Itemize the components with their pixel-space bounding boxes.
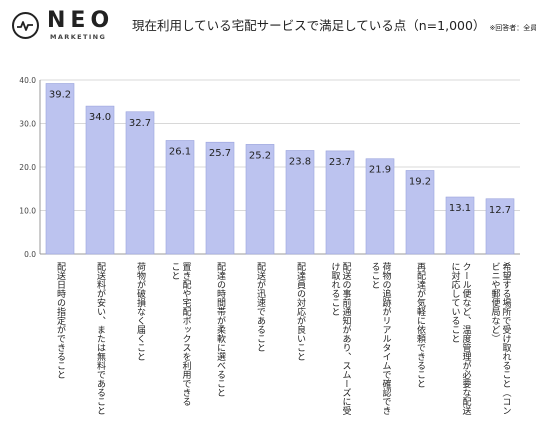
category-label: 配送の事前通知があり、スムーズに受 [341, 262, 352, 416]
bar-value-label: 23.7 [329, 157, 351, 168]
bar [85, 105, 115, 255]
y-tick-label: 20.0 [19, 163, 36, 172]
y-tick-label: 10.0 [19, 207, 36, 216]
bar-value-label: 25.2 [249, 150, 271, 161]
bar [365, 158, 395, 255]
bar [405, 170, 435, 255]
bar [205, 141, 235, 255]
y-tick-label: 30.0 [19, 120, 36, 129]
bar-value-label: 13.1 [449, 203, 471, 214]
category-label: ビニや郵便局など） [490, 262, 501, 343]
logo-subtitle: MARKETING [50, 33, 107, 41]
bar-value-label: 34.0 [89, 112, 111, 123]
category-label: 荷物が破損なく届くこと [135, 262, 146, 361]
category-label: こと [170, 262, 180, 280]
logo-wordmark: NEO [47, 8, 115, 33]
category-label: 置き配や宅配ボックスを利用できる [181, 262, 192, 406]
category-label: 配送料が安い、または無料であること [95, 262, 106, 415]
bar-value-label: 19.2 [409, 176, 431, 187]
bar-value-label: 26.1 [169, 146, 191, 157]
category-label: ること [370, 262, 380, 289]
category-label: 配送が迅速であること [255, 262, 266, 352]
category-label: 荷物の追跡がリアルタイムで確認でき [381, 262, 392, 415]
bar-value-label: 21.9 [369, 165, 391, 176]
bar-value-label: 23.8 [289, 156, 311, 167]
category-label: 再配達が気軽に依頼できること [415, 262, 426, 388]
y-tick-label: 0.0 [24, 250, 36, 259]
bar-value-label: 25.7 [209, 148, 231, 159]
bar-value-label: 39.2 [49, 89, 71, 100]
respondent-note: ※回答者：全員 [489, 24, 536, 32]
chart-title-text: 現在利用している宅配サービスで満足している点（n=1,000） [132, 18, 486, 33]
chart-title: 現在利用している宅配サービスで満足している点（n=1,000） ※回答者：全員 [132, 15, 536, 34]
category-label: 配送日時の指定ができること [55, 262, 66, 379]
bar-value-label: 12.7 [489, 205, 511, 216]
category-label: 配達員の対応が良いこと [295, 262, 306, 361]
bar [45, 83, 75, 255]
category-label: クール便など、温度管理が必要な配送 [461, 262, 472, 416]
bar [165, 140, 195, 255]
bar [125, 111, 155, 255]
category-label: 希望する場所で受け取れること（コン [501, 261, 512, 415]
bar [245, 144, 275, 255]
neo-marketing-logo: NEO MARKETING [12, 8, 122, 49]
category-label: に対応していること [450, 262, 461, 343]
category-label: 配達の時間帯が柔軟に選べること [215, 262, 226, 397]
category-label: け取れること [330, 262, 341, 316]
y-tick-label: 40.0 [19, 76, 36, 85]
bar-value-label: 32.7 [129, 118, 151, 129]
logo-pulse-icon [12, 12, 39, 39]
bar [485, 198, 515, 255]
bar [285, 150, 315, 255]
bar [325, 150, 355, 255]
bar [445, 196, 475, 255]
